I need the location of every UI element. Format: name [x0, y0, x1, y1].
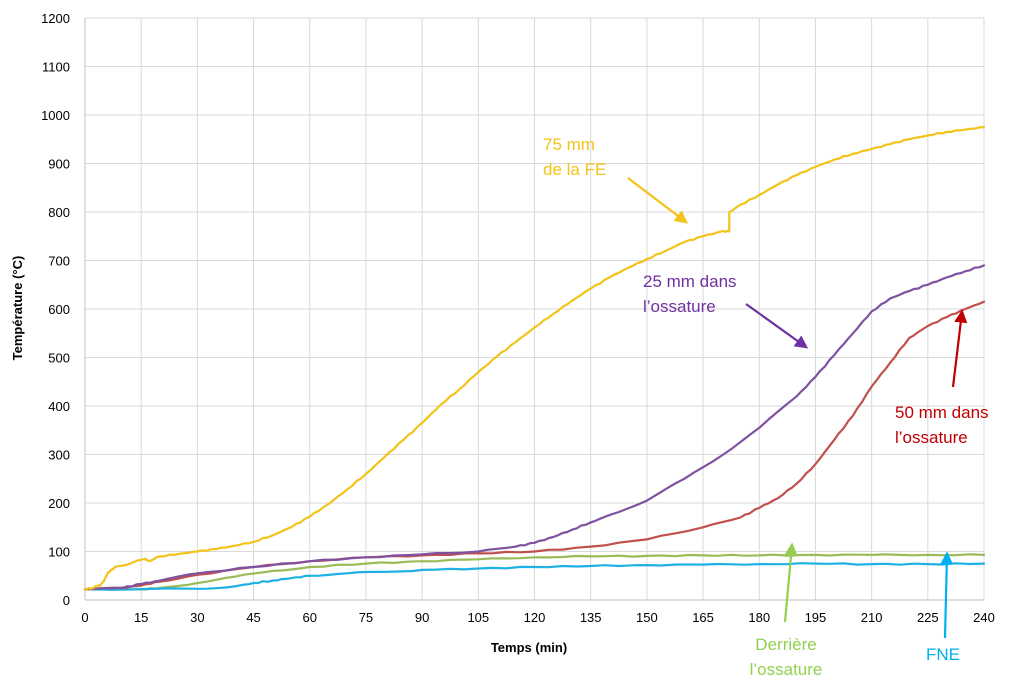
tick-labels: 0 15 30 45 60 75 90 105 120 135 150 165 180 195 210 225… — [41, 11, 995, 625]
x-tick-label: 225 — [917, 610, 939, 625]
annotation-label-os25: 25 mm dans l’ossature — [643, 272, 737, 316]
series-line-1 — [83, 264, 986, 591]
x-tick-label: 165 — [692, 610, 714, 625]
x-axis-label: Temps (min) — [491, 640, 567, 655]
y-tick-label: 1200 — [41, 11, 70, 26]
series-line-0 — [83, 126, 986, 591]
y-tick-label: 300 — [48, 448, 70, 463]
annotation-arrow-fne — [940, 551, 954, 639]
x-tick-label: 120 — [524, 610, 546, 625]
x-tick-label: 75 — [359, 610, 373, 625]
y-axis-label: Température (°C) — [10, 256, 25, 361]
y-tick-label: 200 — [48, 496, 70, 511]
y-tick-label: 100 — [48, 545, 70, 560]
x-tick-label: 240 — [973, 610, 995, 625]
x-tick-label: 150 — [636, 610, 658, 625]
x-tick-label: 180 — [748, 610, 770, 625]
y-tick-label: 700 — [48, 254, 70, 269]
y-tick-label: 500 — [48, 351, 70, 366]
annotation-label-derr: Derrière l’ossature — [750, 635, 823, 679]
y-tick-label: 400 — [48, 399, 70, 414]
x-tick-label: 30 — [190, 610, 204, 625]
annotation-arrow-os50 — [951, 309, 968, 388]
series-lines — [83, 126, 986, 591]
x-tick-label: 45 — [246, 610, 260, 625]
annotation-label-fne: FNE — [926, 645, 960, 664]
axes — [84, 18, 984, 601]
x-tick-label: 135 — [580, 610, 602, 625]
y-tick-label: 1000 — [41, 108, 70, 123]
annotation-arrow-fe — [627, 177, 689, 224]
x-tick-label: 15 — [134, 610, 148, 625]
annotation-label-os50: 50 mm dans l’ossature — [895, 403, 989, 447]
annotation-arrow-os25 — [745, 303, 809, 349]
x-tick-label: 210 — [861, 610, 883, 625]
annotations: 75 mm de la FE 25 mm dans l’ossature 50 mm d… — [543, 135, 989, 679]
annotation-label-fe: 75 mm de la FE — [543, 135, 606, 179]
x-tick-label: 105 — [467, 610, 489, 625]
y-tick-label: 800 — [48, 205, 70, 220]
annotation-arrow-derr — [783, 542, 798, 623]
x-tick-label: 195 — [805, 610, 827, 625]
series-line-3 — [83, 553, 986, 591]
y-tick-label: 600 — [48, 302, 70, 317]
x-tick-label: 0 — [81, 610, 88, 625]
x-tick-label: 90 — [415, 610, 429, 625]
y-tick-label: 900 — [48, 157, 70, 172]
y-tick-label: 1100 — [42, 60, 70, 75]
gridlines — [84, 17, 985, 601]
series-line-4 — [83, 562, 986, 591]
x-tick-label: 60 — [303, 610, 317, 625]
y-tick-label: 0 — [63, 593, 70, 608]
